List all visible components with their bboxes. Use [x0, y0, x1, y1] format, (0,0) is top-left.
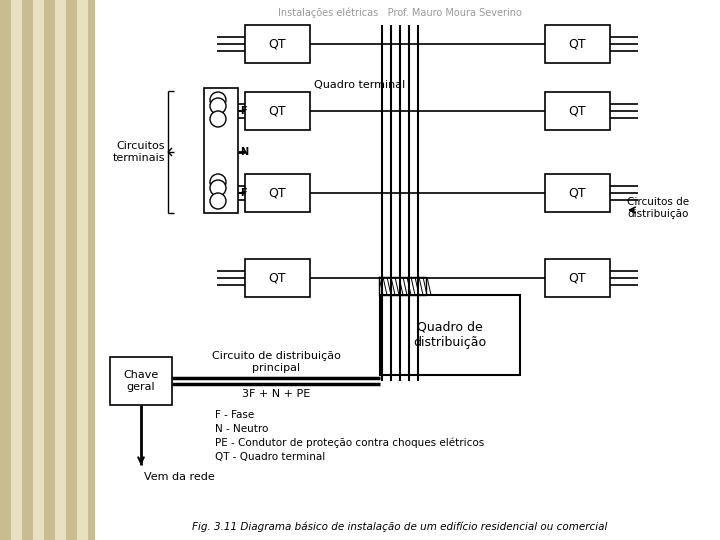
Text: Circuitos de
distribuição: Circuitos de distribuição: [627, 197, 689, 219]
Bar: [545, 25, 610, 63]
Bar: [545, 174, 610, 212]
Text: QT: QT: [269, 186, 287, 199]
Bar: [245, 259, 310, 297]
Text: QT: QT: [569, 186, 586, 199]
Circle shape: [210, 193, 226, 209]
Text: F - Fase: F - Fase: [215, 410, 254, 420]
Text: N: N: [240, 147, 248, 157]
Text: QT: QT: [269, 37, 287, 51]
Bar: [22, 0, 33, 540]
Text: N - Neutro: N - Neutro: [215, 424, 269, 434]
Bar: [44, 0, 55, 540]
Text: Circuitos
terminais: Circuitos terminais: [112, 141, 165, 163]
Bar: [545, 259, 610, 297]
Circle shape: [210, 180, 226, 196]
Bar: [33, 0, 44, 540]
Text: QT - Quadro terminal: QT - Quadro terminal: [215, 452, 325, 462]
Circle shape: [210, 174, 226, 190]
Bar: [204, 88, 238, 213]
Text: PE - Condutor de proteção contra choques elétricos: PE - Condutor de proteção contra choques…: [215, 438, 485, 449]
Text: 3F + N + PE: 3F + N + PE: [242, 389, 310, 399]
Text: Circuito de distribuição
principal: Circuito de distribuição principal: [212, 352, 341, 373]
Bar: [88, 0, 99, 540]
Text: QT: QT: [569, 37, 586, 51]
Text: Quadro de
distribuição: Quadro de distribuição: [413, 321, 487, 349]
Circle shape: [210, 98, 226, 114]
Text: Chave
geral: Chave geral: [123, 370, 158, 392]
Bar: [110, 357, 172, 405]
Circle shape: [210, 111, 226, 127]
Circle shape: [210, 92, 226, 108]
Bar: [11, 0, 22, 540]
Bar: [55, 0, 66, 540]
Bar: [77, 0, 88, 540]
Text: Quadro terminal: Quadro terminal: [314, 80, 405, 90]
Bar: [380, 295, 520, 375]
Text: Fig. 3.11 Diagrama básico de instalação de um edifício residencial ou comercial: Fig. 3.11 Diagrama básico de instalação …: [192, 522, 608, 532]
Bar: [66, 0, 77, 540]
Text: QT: QT: [269, 105, 287, 118]
Text: Instalações elétricas   Prof. Mauro Moura Severino: Instalações elétricas Prof. Mauro Moura …: [278, 8, 522, 18]
Text: QT: QT: [569, 105, 586, 118]
Bar: [545, 92, 610, 130]
Text: F: F: [240, 106, 247, 116]
Text: F: F: [240, 188, 247, 198]
Bar: [245, 25, 310, 63]
Text: QT: QT: [269, 272, 287, 285]
Bar: [95, 0, 720, 540]
Bar: [245, 92, 310, 130]
Bar: [0, 0, 11, 540]
Bar: [245, 174, 310, 212]
Text: Vem da rede: Vem da rede: [144, 472, 215, 482]
Text: QT: QT: [569, 272, 586, 285]
